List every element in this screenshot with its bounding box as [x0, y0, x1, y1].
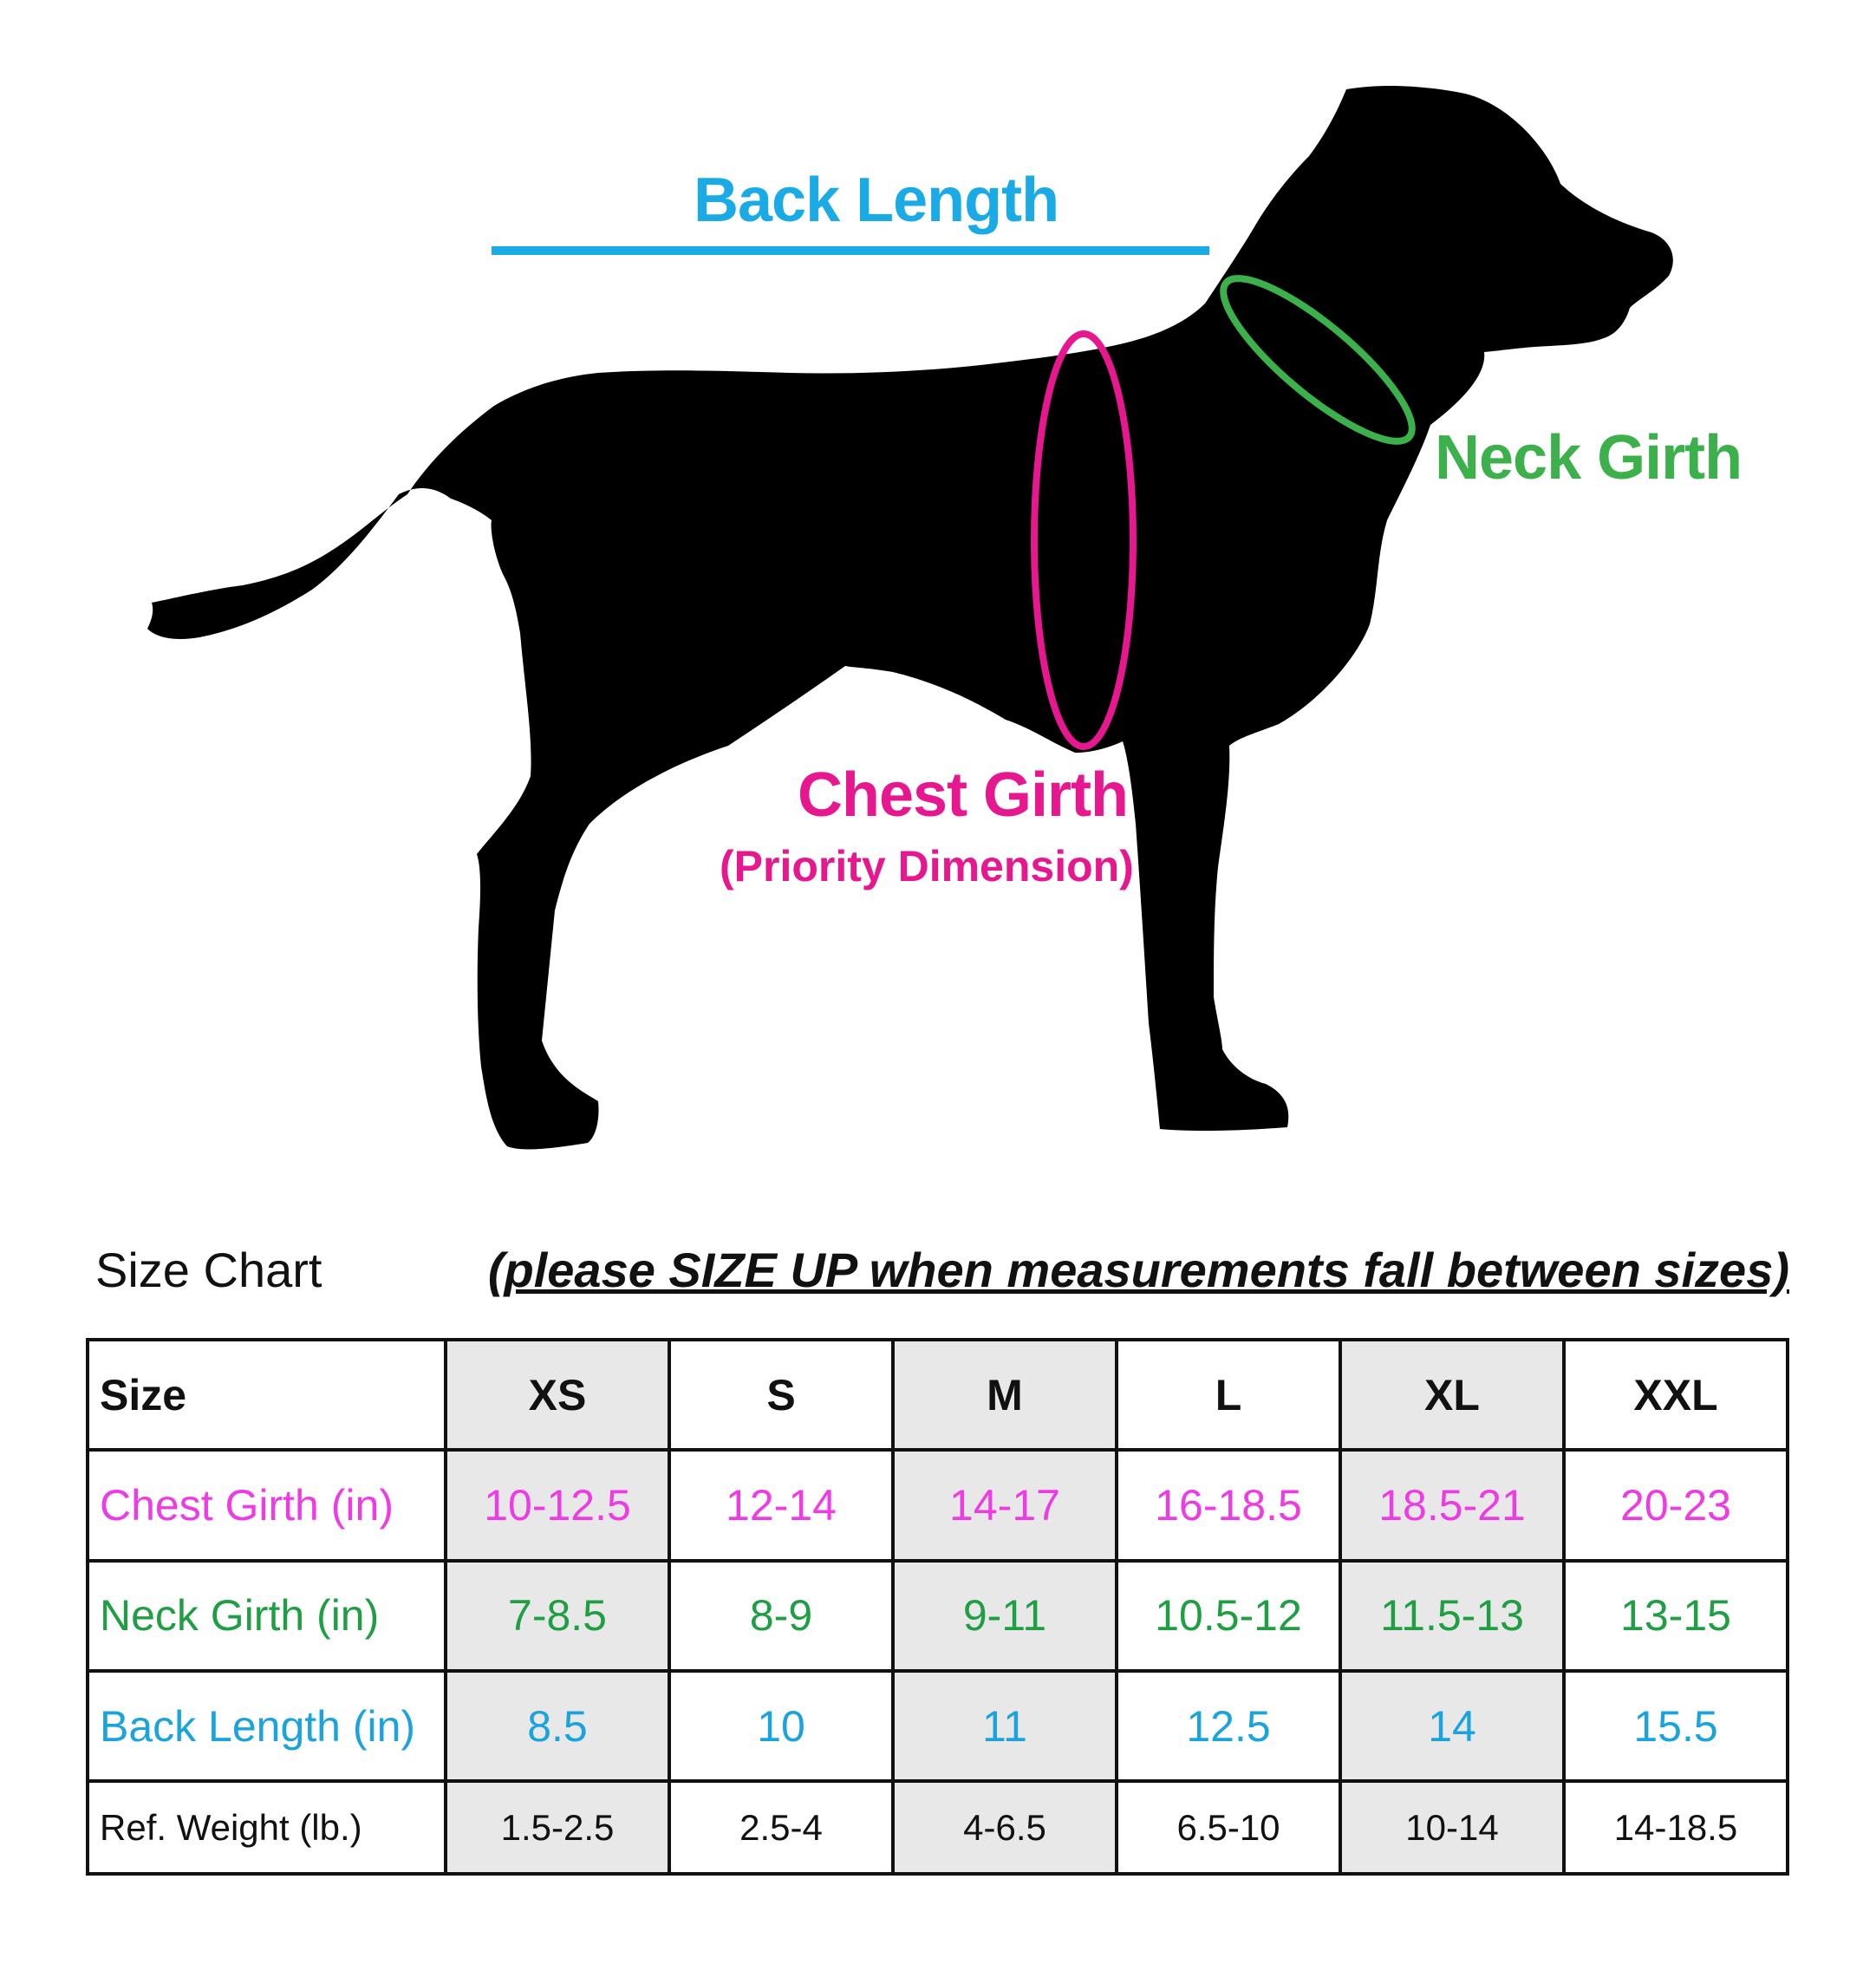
table-cell: 12.5: [1115, 1668, 1342, 1784]
table-cell: 4-6.5: [891, 1779, 1118, 1876]
table-cell: 9-11: [891, 1558, 1118, 1673]
table-row-chest-girth: Chest Girth (in) 10-12.5 12-14 14-17 16-…: [86, 1448, 1789, 1563]
table-cell: 11: [891, 1668, 1118, 1784]
table-cell: 16-18.5: [1115, 1448, 1342, 1563]
table-cell: 10-14: [1339, 1779, 1566, 1876]
size-s: S: [668, 1337, 895, 1452]
row-label: Back Length (in): [86, 1668, 447, 1784]
table-cell: 20-23: [1562, 1448, 1789, 1563]
table-cell: 10: [668, 1668, 895, 1784]
size-xxl: XXL: [1562, 1337, 1789, 1452]
table-cell: 15.5: [1562, 1668, 1789, 1784]
table-cell: 8-9: [668, 1558, 895, 1673]
table-cell: 14-18.5: [1562, 1779, 1789, 1876]
size-up-note: (please SIZE UP when measurements fall b…: [487, 1243, 1789, 1297]
table-cell: 12-14: [668, 1448, 895, 1563]
size-m: M: [891, 1337, 1118, 1452]
row-label: Neck Girth (in): [86, 1558, 447, 1673]
neck-girth-ring: [1220, 275, 1416, 445]
size-chart-title: Size Chart: [95, 1243, 322, 1297]
table-cell: 6.5-10: [1115, 1779, 1342, 1876]
row-label: Chest Girth (in): [86, 1448, 447, 1563]
table-cell: 14-17: [891, 1448, 1118, 1563]
table-cell: 18.5-21: [1339, 1448, 1566, 1563]
size-chart-table: Size XS S M L XL XXL Chest Girth (in) 10…: [86, 1337, 1789, 1876]
table-header-row: Size XS S M L XL XXL: [86, 1337, 1789, 1452]
chest-girth-label: Chest Girth: [798, 760, 1129, 830]
table-cell: 8.5: [444, 1668, 671, 1784]
table-cell: 1.5-2.5: [444, 1779, 671, 1876]
dog-diagram-svg: [147, 85, 1673, 1150]
dog-silhouette-icon: [147, 85, 1673, 1150]
chest-girth-ring: [1031, 330, 1137, 750]
chest-girth-note: (Priority Dimension): [720, 842, 1134, 891]
row-label: Ref. Weight (lb.): [86, 1779, 447, 1876]
table-row-neck-girth: Neck Girth (in) 7-8.5 8-9 9-11 10.5-12 1…: [86, 1558, 1789, 1673]
size-xs: XS: [444, 1337, 671, 1452]
size-xl: XL: [1339, 1337, 1566, 1452]
dog-measurement-diagram: Back Length Neck Girth Chest Girth (Prio…: [147, 85, 1742, 1150]
table-cell: 10-12.5: [444, 1448, 671, 1563]
table-row-back-length: Back Length (in) 8.5 10 11 12.5 14 15.5: [86, 1668, 1789, 1784]
table-cell: 7-8.5: [444, 1558, 671, 1673]
table-cell: 2.5-4: [668, 1779, 895, 1876]
size-l: L: [1115, 1337, 1342, 1452]
table-row-ref-weight: Ref. Weight (lb.) 1.5-2.5 2.5-4 4-6.5 6.…: [86, 1779, 1789, 1876]
row-label: Size: [86, 1337, 447, 1452]
table-cell: 14: [1339, 1668, 1566, 1784]
neck-girth-label: Neck Girth: [1435, 423, 1742, 493]
table-cell: 13-15: [1562, 1558, 1789, 1673]
back-length-label: Back Length: [694, 166, 1059, 235]
table-cell: 10.5-12: [1115, 1558, 1342, 1673]
table-cell: 11.5-13: [1339, 1558, 1566, 1673]
